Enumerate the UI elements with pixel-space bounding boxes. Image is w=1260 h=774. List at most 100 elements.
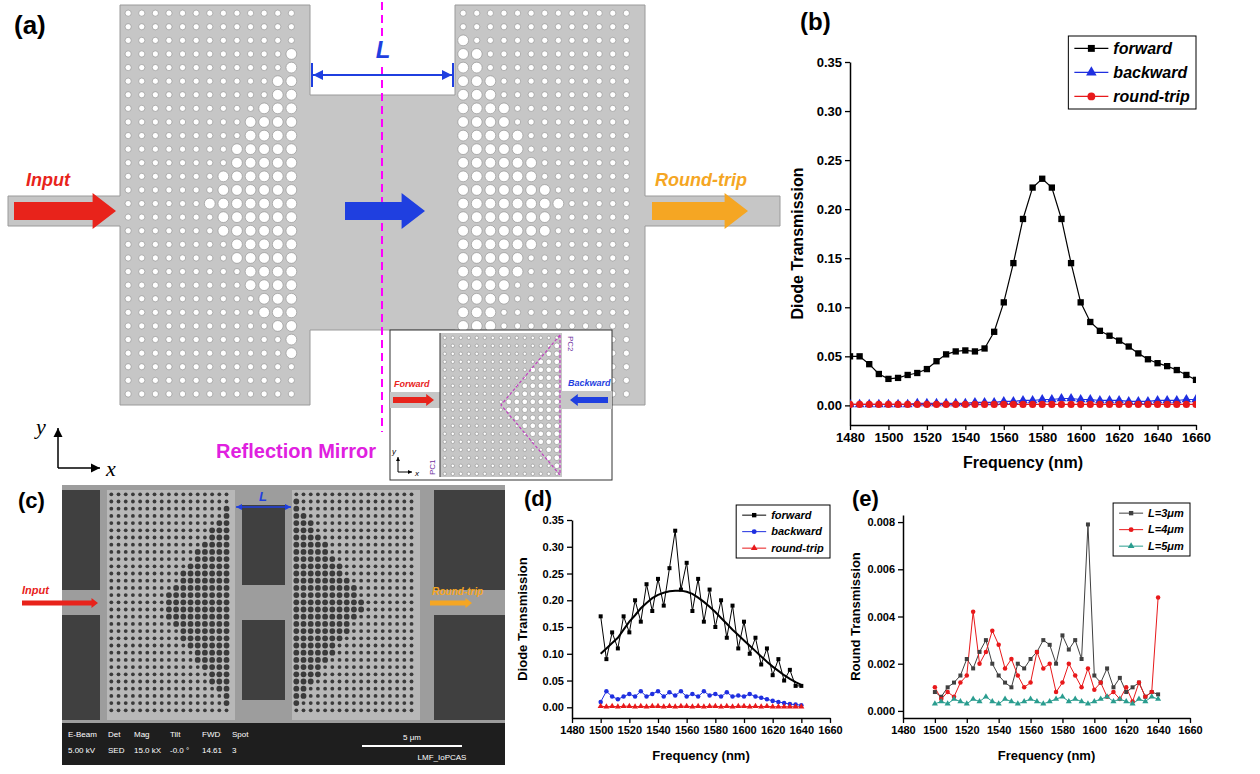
hole bbox=[499, 185, 510, 196]
hole bbox=[316, 694, 320, 698]
hole bbox=[139, 214, 145, 220]
hole bbox=[309, 514, 313, 518]
hole bbox=[286, 212, 297, 223]
hole bbox=[323, 672, 327, 676]
hole bbox=[167, 500, 171, 504]
hole bbox=[542, 10, 548, 16]
hole bbox=[487, 37, 493, 43]
sem-trench bbox=[434, 490, 505, 590]
hole bbox=[179, 350, 185, 356]
hole bbox=[352, 514, 356, 518]
hole bbox=[234, 24, 240, 30]
hole bbox=[309, 500, 313, 504]
hole bbox=[471, 117, 482, 128]
hole bbox=[301, 614, 307, 620]
hole bbox=[153, 557, 157, 561]
inset-frame bbox=[390, 330, 612, 480]
hole bbox=[166, 309, 172, 315]
hole bbox=[374, 629, 378, 633]
hole bbox=[234, 92, 240, 98]
hole bbox=[272, 253, 283, 264]
hole bbox=[458, 253, 469, 264]
hole bbox=[145, 615, 149, 619]
hole bbox=[125, 200, 131, 206]
hole bbox=[166, 323, 172, 329]
hole bbox=[272, 321, 283, 332]
hole bbox=[288, 391, 294, 397]
hole bbox=[217, 507, 221, 511]
hole bbox=[210, 500, 214, 504]
hole bbox=[174, 492, 178, 496]
hole bbox=[329, 556, 335, 562]
hole bbox=[272, 157, 283, 168]
hole bbox=[459, 432, 462, 435]
hole bbox=[160, 672, 164, 676]
hole bbox=[247, 78, 253, 84]
hole bbox=[167, 586, 171, 590]
hole bbox=[210, 687, 214, 691]
hole bbox=[582, 309, 588, 315]
hole bbox=[443, 472, 446, 475]
hole bbox=[512, 253, 523, 264]
hole bbox=[366, 701, 370, 705]
hole bbox=[209, 643, 215, 649]
hole bbox=[152, 336, 158, 342]
hole bbox=[139, 350, 145, 356]
hole bbox=[247, 364, 253, 370]
hole bbox=[596, 282, 602, 288]
hole bbox=[582, 323, 588, 329]
hole bbox=[322, 571, 328, 577]
hole bbox=[315, 657, 321, 663]
hole bbox=[507, 416, 510, 419]
hole bbox=[109, 622, 113, 626]
hole bbox=[374, 600, 378, 604]
hole bbox=[352, 528, 356, 532]
hole bbox=[542, 241, 548, 247]
hole bbox=[329, 599, 335, 605]
hole bbox=[166, 187, 172, 193]
hole bbox=[582, 78, 588, 84]
hole bbox=[459, 424, 462, 427]
hole bbox=[301, 679, 307, 685]
hole bbox=[512, 239, 523, 250]
hole bbox=[546, 351, 552, 357]
hole bbox=[528, 92, 534, 98]
hole bbox=[220, 377, 226, 383]
hole bbox=[138, 629, 142, 633]
hole bbox=[302, 500, 306, 504]
hole bbox=[216, 563, 222, 569]
hole bbox=[152, 323, 158, 329]
hole bbox=[359, 557, 363, 561]
hole bbox=[174, 536, 178, 540]
hole bbox=[467, 440, 470, 443]
hole bbox=[181, 528, 185, 532]
hole bbox=[193, 228, 199, 234]
hole bbox=[491, 456, 494, 459]
hole bbox=[189, 680, 193, 684]
hole bbox=[352, 492, 356, 496]
hole bbox=[294, 708, 298, 712]
hole bbox=[301, 635, 307, 641]
hole bbox=[203, 500, 207, 504]
hole bbox=[207, 160, 213, 166]
hole bbox=[491, 344, 494, 347]
hole bbox=[125, 160, 131, 166]
hole bbox=[180, 599, 186, 605]
hole bbox=[546, 359, 552, 365]
hole bbox=[528, 323, 534, 329]
hole bbox=[322, 599, 328, 605]
hole bbox=[512, 130, 523, 141]
hole bbox=[124, 701, 128, 705]
hole bbox=[220, 255, 226, 261]
hole bbox=[139, 255, 145, 261]
hole bbox=[145, 586, 149, 590]
hole bbox=[338, 680, 342, 684]
hole bbox=[272, 266, 283, 277]
hole bbox=[345, 528, 349, 532]
hole bbox=[174, 521, 178, 525]
hole bbox=[145, 694, 149, 698]
hole bbox=[220, 309, 226, 315]
hole bbox=[145, 543, 149, 547]
hole bbox=[220, 78, 226, 84]
hole bbox=[209, 635, 215, 641]
